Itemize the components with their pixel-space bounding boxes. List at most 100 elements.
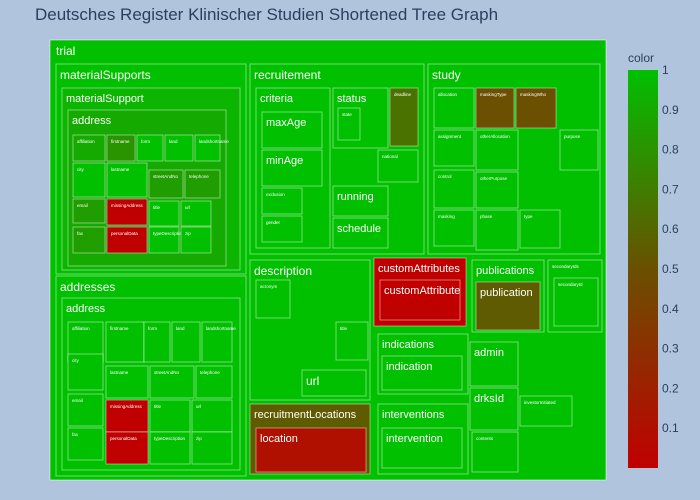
label-trial: trial: [56, 44, 75, 58]
node-admin: admin: [469, 341, 519, 387]
label-a1_landshort: landshortname: [199, 139, 229, 144]
node-a1_landshort: landshortname: [194, 134, 229, 162]
label-desc_title: title: [340, 326, 348, 331]
node-a1_missing: missingAddress: [106, 198, 148, 226]
label-a2_firstname: firstname: [110, 326, 129, 331]
label-exclusion: exclusion: [266, 192, 285, 197]
node-a2_fax: fax: [67, 427, 104, 461]
label-address2: address: [66, 303, 106, 315]
node-contents: contents: [471, 431, 519, 473]
label-a2_type: typeDescription: [154, 436, 186, 441]
label-a2_zip: zip: [196, 436, 202, 441]
node-a2_url: url: [191, 399, 233, 433]
label-a2_lastname: lastname: [110, 370, 129, 375]
node-a1_zip: zip: [180, 226, 212, 254]
label-a1_telephone: telephone: [189, 174, 209, 179]
label-schedule: schedule: [337, 223, 381, 235]
label-recruitement: recruitement: [254, 68, 321, 82]
node-type: type: [519, 209, 561, 249]
label-a1_title: title: [153, 205, 161, 210]
colorbar: [628, 70, 658, 468]
node-status_state: state: [337, 107, 361, 141]
label-a1_affiliation: affiliation: [77, 139, 95, 144]
node-a2_missing: missingAddress: [105, 399, 149, 433]
label-interventions: interventions: [382, 409, 445, 421]
colorbar-tick: 0.3: [662, 342, 679, 356]
node-desc_title: title: [335, 321, 369, 361]
label-assignment: assignment: [438, 134, 462, 139]
label-publication: publication: [480, 287, 533, 299]
label-minAge: minAge: [266, 155, 303, 167]
node-a2_city: city: [67, 353, 104, 391]
node-a2_zip: zip: [191, 431, 233, 465]
node-running: running: [332, 185, 389, 217]
label-recruitmentLocations: recruitmentLocations: [254, 409, 357, 421]
label-secondaryId: secondaryId: [558, 282, 583, 287]
node-masking: masking: [433, 209, 475, 247]
label-criteria: criteria: [260, 93, 294, 105]
label-description: description: [254, 264, 312, 278]
colorbar-tick: 1: [662, 63, 669, 77]
colorbar-title: color: [628, 51, 654, 65]
label-a1_zip: zip: [185, 231, 191, 236]
node-drksId: drksId: [469, 387, 519, 431]
node-assignment: assignment: [433, 129, 475, 167]
node-a2_land: land: [171, 321, 201, 363]
label-customAttribute: customAttribute: [384, 285, 460, 297]
label-a2_street: streetAndNo: [154, 370, 180, 375]
node-schedule: schedule: [332, 217, 389, 249]
label-status_state: state: [342, 112, 352, 117]
label-national: national: [382, 154, 398, 159]
node-a1_street: streetAndNo: [148, 169, 184, 199]
label-desc_url: url: [306, 374, 319, 388]
label-a1_firstname: firstname: [111, 139, 130, 144]
label-location: location: [260, 433, 298, 445]
node-secondaryId: secondaryId: [553, 277, 599, 327]
node-publication: publication: [475, 281, 541, 331]
label-publications: publications: [476, 265, 535, 277]
label-gender: gender: [266, 220, 281, 225]
node-a1_telephone: telephone: [184, 169, 221, 199]
label-a2_title: title: [154, 404, 162, 409]
label-a1_city: city: [77, 167, 85, 172]
label-a1_form: form: [141, 139, 150, 144]
node-a2_lastname: lastname: [105, 365, 149, 399]
node-a1_url: url: [180, 200, 212, 227]
label-materialSupports: materialSupports: [60, 68, 151, 82]
label-indications: indications: [382, 339, 434, 351]
node-otherAllocation: otherAllocation: [475, 129, 519, 171]
label-investorInitiated: investorInitiated: [524, 400, 556, 405]
label-drksId: drksId: [474, 393, 504, 405]
label-contents: contents: [476, 436, 494, 441]
label-otherAllocation: otherAllocation: [480, 134, 510, 139]
node-a2_email: email: [67, 393, 104, 427]
label-a2_land: land: [176, 326, 185, 331]
node-a1_city: city: [72, 162, 106, 198]
label-a2_fax: fax: [72, 432, 79, 437]
node-maxAge: maxAge: [261, 111, 323, 149]
node-a2_form: form: [143, 321, 171, 363]
label-addresses: addresses: [60, 280, 115, 294]
node-a2_landshort: landshortname: [201, 321, 236, 363]
label-masking: masking: [438, 214, 455, 219]
label-a1_land: land: [169, 139, 178, 144]
node-a1_affiliation: affiliation: [72, 134, 106, 162]
label-a2_landshort: landshortname: [206, 326, 236, 331]
label-maxAge: maxAge: [266, 117, 306, 129]
label-a1_street: streetAndNo: [153, 174, 179, 179]
node-intervention: intervention: [381, 427, 463, 469]
label-otherPurpose: otherPurpose: [480, 176, 508, 181]
node-indication: indication: [381, 355, 463, 391]
label-acronym: acronym: [260, 284, 278, 289]
label-deadline: deadline: [394, 92, 412, 97]
node-a2_firstname: firstname: [105, 321, 145, 363]
label-a1_email: email: [77, 203, 88, 208]
colorbar-tick: 0.7: [662, 182, 679, 196]
node-exclusion: exclusion: [261, 187, 303, 215]
node-location: location: [255, 427, 367, 473]
label-a2_url: url: [196, 404, 201, 409]
label-a2_telephone: telephone: [200, 370, 220, 375]
label-a1_personal: personalData: [111, 231, 138, 236]
label-running: running: [337, 191, 374, 203]
